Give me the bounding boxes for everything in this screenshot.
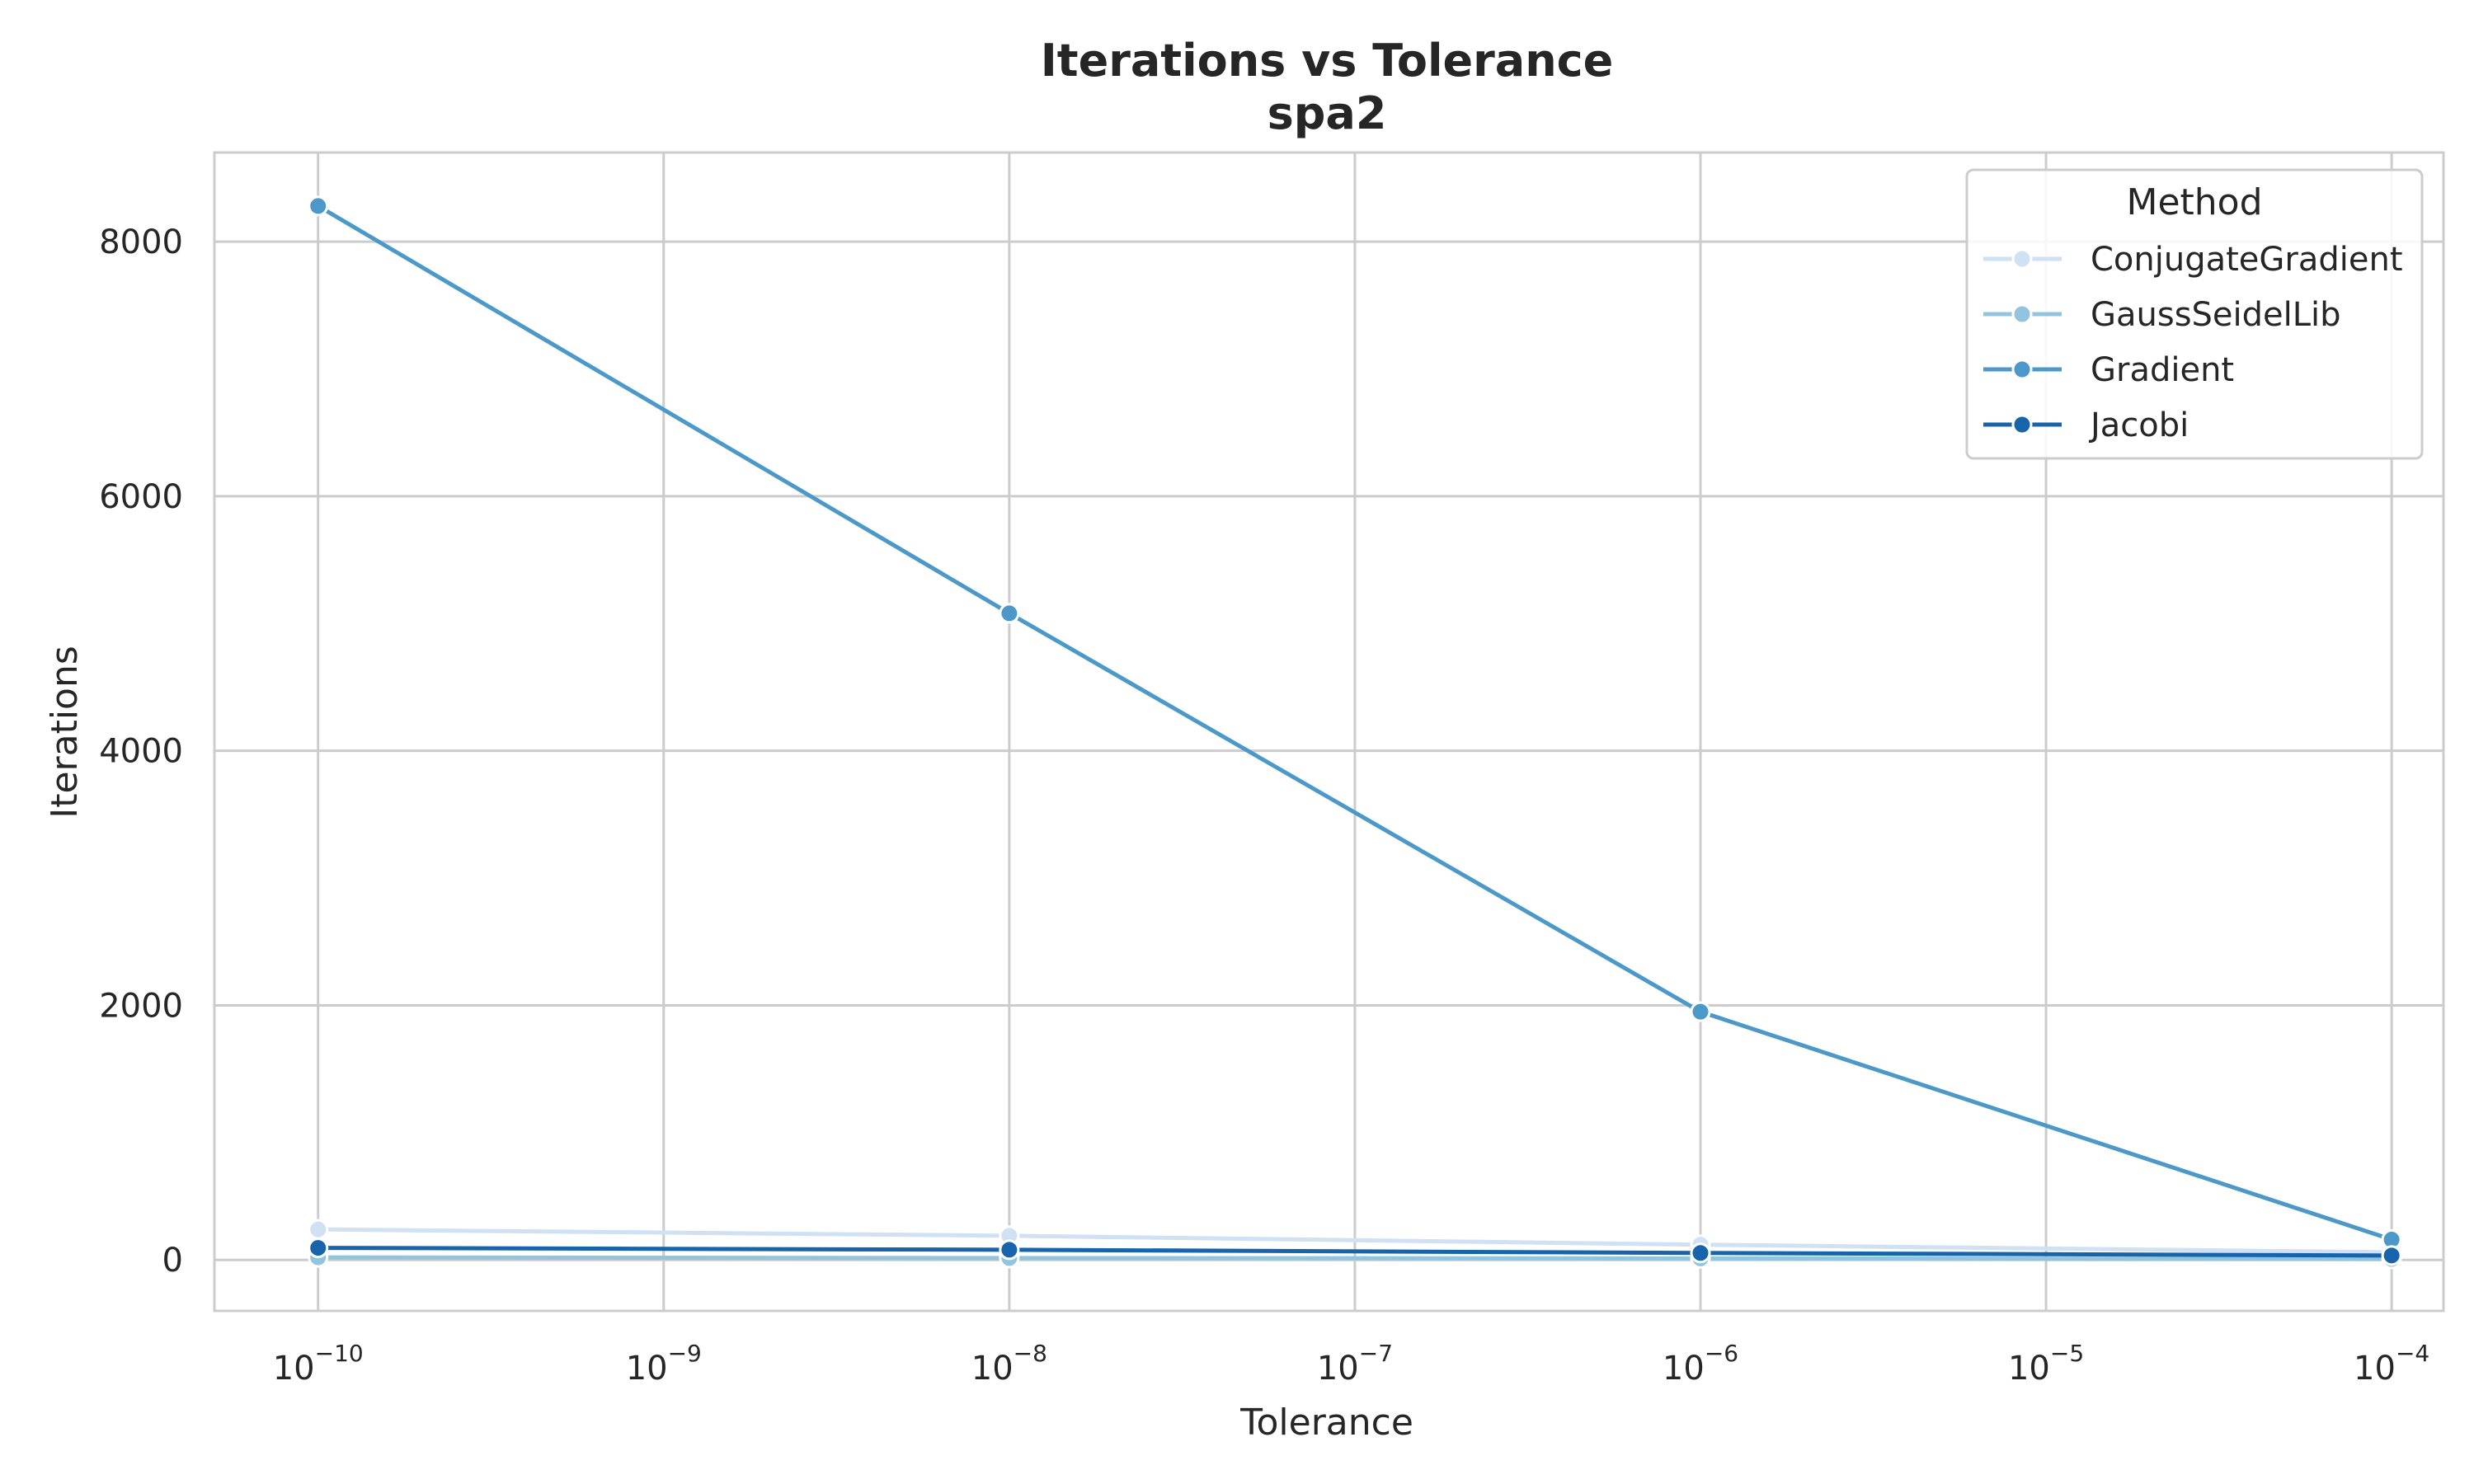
series-layer <box>308 195 2402 1270</box>
data-point-Gradient <box>1690 1001 1711 1022</box>
x-tick-base: 10 <box>626 1350 668 1388</box>
y-axis-label: Iterations <box>44 646 86 819</box>
data-point-Jacobi <box>308 1237 329 1259</box>
series-line-Jacobi <box>317 1246 2392 1258</box>
y-tick-label: 0 <box>162 1242 183 1280</box>
legend-label: Gradient <box>2091 351 2234 389</box>
x-tick-exponent: −10 <box>315 1340 364 1367</box>
legend-title: Method <box>2126 181 2262 223</box>
x-axis-ticks: 10−10 10−9 10−8 10−7 10−6 10−5 10−4 <box>273 1340 2430 1388</box>
data-point-Gradient <box>308 195 329 217</box>
x-tick-exponent: −7 <box>1359 1340 1393 1367</box>
x-tick-base: 10 <box>2008 1350 2050 1388</box>
legend-entries: ConjugateGradient GaussSeidelLib Gradient J… <box>1983 241 2403 444</box>
grid <box>214 153 2443 1311</box>
y-tick-label: 6000 <box>99 478 183 516</box>
legend-label: ConjugateGradient <box>2091 241 2403 279</box>
legend-label: GaussSeidelLib <box>2091 296 2341 334</box>
x-tick-label: 10−4 <box>2354 1340 2429 1388</box>
series-line-GaussSeidelLib <box>317 1255 2392 1261</box>
series-line-ConjugateGradient <box>317 1227 2392 1255</box>
x-tick-exponent: −9 <box>668 1340 702 1367</box>
x-tick-base: 10 <box>2354 1350 2396 1388</box>
chart-subtitle: spa2 <box>1268 87 1387 139</box>
data-point-Jacobi <box>1690 1242 1711 1264</box>
legend-marker-GaussSeidelLib <box>2011 303 2033 325</box>
x-tick-base: 10 <box>971 1350 1014 1388</box>
x-tick-base: 10 <box>273 1350 315 1388</box>
series-line-Gradient <box>317 204 2392 1242</box>
x-tick-label: 10−10 <box>273 1340 364 1388</box>
legend-box <box>1965 168 2424 460</box>
legend-label: Jacobi <box>2088 406 2189 444</box>
data-point-Jacobi <box>999 1239 1020 1261</box>
data-point-Gradient <box>999 603 1020 624</box>
chart-title: Iterations vs Tolerance <box>1041 35 1614 87</box>
data-point-ConjugateGradient <box>308 1219 329 1240</box>
x-axis-label: Tolerance <box>1239 1402 1413 1444</box>
x-tick-exponent: −4 <box>2396 1340 2429 1367</box>
legend-marker-ConjugateGradient <box>2011 248 2033 270</box>
x-tick-label: 10−9 <box>626 1340 702 1388</box>
y-tick-label: 8000 <box>99 223 183 261</box>
data-point-Jacobi <box>2381 1245 2402 1266</box>
legend-marker-Gradient <box>2011 359 2033 380</box>
legend: Method ConjugateGradient GaussSeidelLib Gr… <box>1965 168 2424 460</box>
y-tick-label: 4000 <box>99 733 183 771</box>
y-tick-label: 2000 <box>99 987 183 1025</box>
x-tick-exponent: −6 <box>1705 1340 1738 1367</box>
x-tick-exponent: −8 <box>1014 1340 1047 1367</box>
x-tick-label: 10−8 <box>971 1340 1047 1388</box>
x-tick-base: 10 <box>1317 1350 1359 1388</box>
legend-marker-Jacobi <box>2011 414 2033 435</box>
y-axis-ticks: 0 2000 4000 6000 8000 <box>99 223 183 1280</box>
x-tick-label: 10−7 <box>1317 1340 1393 1388</box>
plot-frame <box>213 151 2445 1313</box>
x-tick-label: 10−5 <box>2008 1340 2084 1388</box>
x-tick-base: 10 <box>1663 1350 1705 1388</box>
x-tick-label: 10−6 <box>1663 1340 1738 1388</box>
x-tick-exponent: −5 <box>2050 1340 2084 1367</box>
